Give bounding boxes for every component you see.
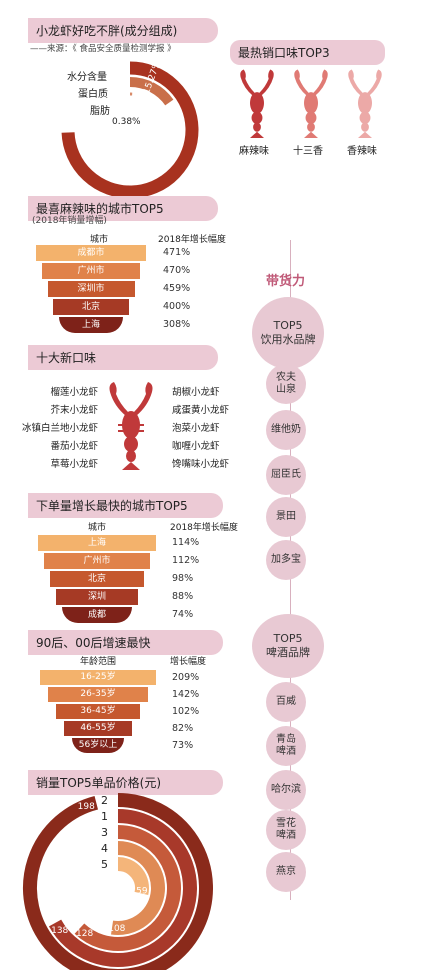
order-growth-row: 广州市 bbox=[44, 553, 150, 569]
new-flavor-left-item: 番茄小龙虾 bbox=[50, 441, 98, 452]
top3-title: 最热销口味TOP3 bbox=[230, 40, 385, 65]
city-spicy-col-city: 城市 bbox=[90, 235, 109, 245]
age-growth-row: 16-25岁 bbox=[40, 670, 156, 685]
price-ring-4 bbox=[117, 857, 149, 895]
water-brand-item: 加多宝 bbox=[266, 540, 306, 580]
price-value-label: 198 bbox=[78, 802, 95, 812]
new-flavor-right-item: 泡菜小龙虾 bbox=[172, 423, 220, 434]
age-growth-col-growth: 增长幅度 bbox=[170, 657, 207, 667]
price-title: 销量TOP5单品价格(元) bbox=[28, 770, 223, 795]
top3-item-label: 麻辣味 bbox=[239, 146, 269, 157]
age-growth-value: 142% bbox=[172, 689, 200, 700]
order-growth-value: 98% bbox=[172, 573, 194, 584]
price-value-label: 128 bbox=[76, 929, 93, 939]
city-spicy-row: 深圳市 bbox=[47, 281, 135, 297]
bring-goods-title: 带货力 bbox=[266, 274, 306, 289]
order-growth-row: 北京 bbox=[50, 571, 144, 587]
order-growth-row: 深圳 bbox=[56, 589, 138, 605]
lobster-icon bbox=[109, 382, 153, 470]
order-growth-value: 112% bbox=[172, 555, 200, 566]
order-growth-title: 下单量增长最快的城市TOP5 bbox=[28, 493, 223, 518]
composition-label-water: 水分含量 bbox=[67, 72, 107, 83]
city-spicy-col-growth: 2018年增长幅度 bbox=[158, 235, 226, 245]
city-spicy-subtitle: (2018年销量增幅) bbox=[32, 216, 107, 226]
order-growth-value: 88% bbox=[172, 591, 194, 602]
age-growth-title: 90后、00后增速最快 bbox=[28, 630, 223, 655]
top3-lobster-icon-1 bbox=[294, 69, 328, 138]
composition-ring-chart bbox=[61, 61, 199, 199]
water-brand-item: 农夫 山泉 bbox=[266, 364, 306, 404]
top3-item-label: 香辣味 bbox=[347, 146, 377, 157]
beer-brand-item: 燕京 bbox=[266, 852, 306, 892]
order-growth-row: 上海 bbox=[38, 535, 156, 551]
age-growth-value: 102% bbox=[172, 706, 200, 717]
price-value-label: 59 bbox=[136, 887, 148, 897]
city-spicy-row: 广州市 bbox=[41, 263, 141, 279]
beer-brand-item: 青岛 啤酒 bbox=[266, 726, 306, 766]
city-spicy-value: 308% bbox=[163, 319, 191, 330]
age-growth-row: 46-55岁 bbox=[64, 721, 132, 736]
price-category-label: 3 bbox=[101, 826, 108, 839]
beer-brand-item: 雪花 啤酒 bbox=[266, 810, 306, 850]
new-flavor-right-item: 咖喱小龙虾 bbox=[172, 441, 220, 452]
top3-lobster-icon-0 bbox=[240, 69, 274, 138]
age-growth-row: 36-45岁 bbox=[56, 704, 140, 719]
new-flavor-left-item: 榴莲小龙虾 bbox=[50, 387, 98, 398]
price-category-label: 2 bbox=[101, 794, 108, 807]
top3-item-label: 十三香 bbox=[293, 146, 323, 157]
top3-lobster-icon-2 bbox=[348, 69, 382, 138]
water-brand-item: 景田 bbox=[266, 497, 306, 537]
new-flavor-left-item: 草莓小龙虾 bbox=[50, 459, 98, 470]
age-growth-row: 26-35岁 bbox=[48, 687, 148, 702]
price-category-label: 5 bbox=[101, 858, 108, 871]
beer-brand-heading: TOP5 啤酒品牌 bbox=[252, 614, 324, 678]
price-ring-2 bbox=[74, 825, 181, 951]
age-growth-value: 82% bbox=[172, 723, 194, 734]
price-ring-0 bbox=[23, 793, 213, 970]
price-category-label: 1 bbox=[101, 810, 108, 823]
water-brand-item: 屈臣氏 bbox=[266, 455, 306, 495]
new-flavors-title: 十大新口味 bbox=[28, 345, 218, 370]
new-flavor-left-item: 冰镇白兰地小龙虾 bbox=[21, 423, 98, 434]
price-value-label: 108 bbox=[108, 924, 125, 934]
price-ring-1 bbox=[48, 809, 197, 967]
city-spicy-value: 470% bbox=[163, 265, 191, 276]
new-flavor-right-item: 咸蛋黄小龙虾 bbox=[172, 405, 230, 416]
water-brand-item: 维他奶 bbox=[266, 410, 306, 450]
water-brand-heading: TOP5 饮用水品牌 bbox=[252, 297, 324, 369]
order-growth-value: 114% bbox=[172, 537, 200, 548]
new-flavor-left-item: 芥末小龙虾 bbox=[50, 405, 98, 416]
composition-label-protein: 蛋白质 bbox=[78, 89, 108, 100]
order-growth-col-growth: 2018年增长幅度 bbox=[170, 523, 238, 533]
composition-ring-0 bbox=[61, 61, 199, 199]
composition-label-fat: 脂肪 bbox=[90, 106, 110, 117]
new-flavor-right-item: 馋嘴味小龙虾 bbox=[172, 459, 230, 470]
beer-brand-item: 百威 bbox=[266, 682, 306, 722]
composition-value-fat: 0.38% bbox=[112, 117, 141, 127]
city-spicy-value: 400% bbox=[163, 301, 191, 312]
city-spicy-row: 成都市 bbox=[36, 245, 146, 261]
age-growth-value: 209% bbox=[172, 672, 200, 683]
city-spicy-title: 最喜麻辣味的城市TOP5 bbox=[28, 196, 218, 221]
price-category-label: 4 bbox=[101, 842, 108, 855]
age-growth-row: 56岁以上 bbox=[72, 738, 124, 753]
composition-ring-1 bbox=[129, 77, 174, 106]
age-growth-col-age: 年龄范围 bbox=[80, 657, 117, 667]
composition-source: ——来源：《 食品安全质量检测学报 》 bbox=[30, 44, 176, 54]
composition-title: 小龙虾好吃不胖(成分组成) bbox=[28, 18, 218, 43]
new-flavor-right-item: 胡椒小龙虾 bbox=[172, 387, 220, 398]
order-growth-row: 成都 bbox=[62, 607, 132, 623]
price-value-label: 138 bbox=[51, 926, 68, 936]
price-ring-3 bbox=[111, 841, 165, 935]
city-spicy-value: 471% bbox=[163, 247, 191, 258]
order-growth-col-city: 城市 bbox=[88, 523, 107, 533]
city-spicy-row: 北京 bbox=[53, 299, 129, 315]
city-spicy-value: 459% bbox=[163, 283, 191, 294]
age-growth-value: 73% bbox=[172, 740, 194, 751]
beer-brand-item: 哈尔滨 bbox=[266, 770, 306, 810]
price-ring-chart: 2 198 1 138 3 128 4 108 5 59 bbox=[23, 793, 213, 970]
city-spicy-row: 上海 bbox=[59, 317, 123, 333]
order-growth-value: 74% bbox=[172, 609, 194, 620]
